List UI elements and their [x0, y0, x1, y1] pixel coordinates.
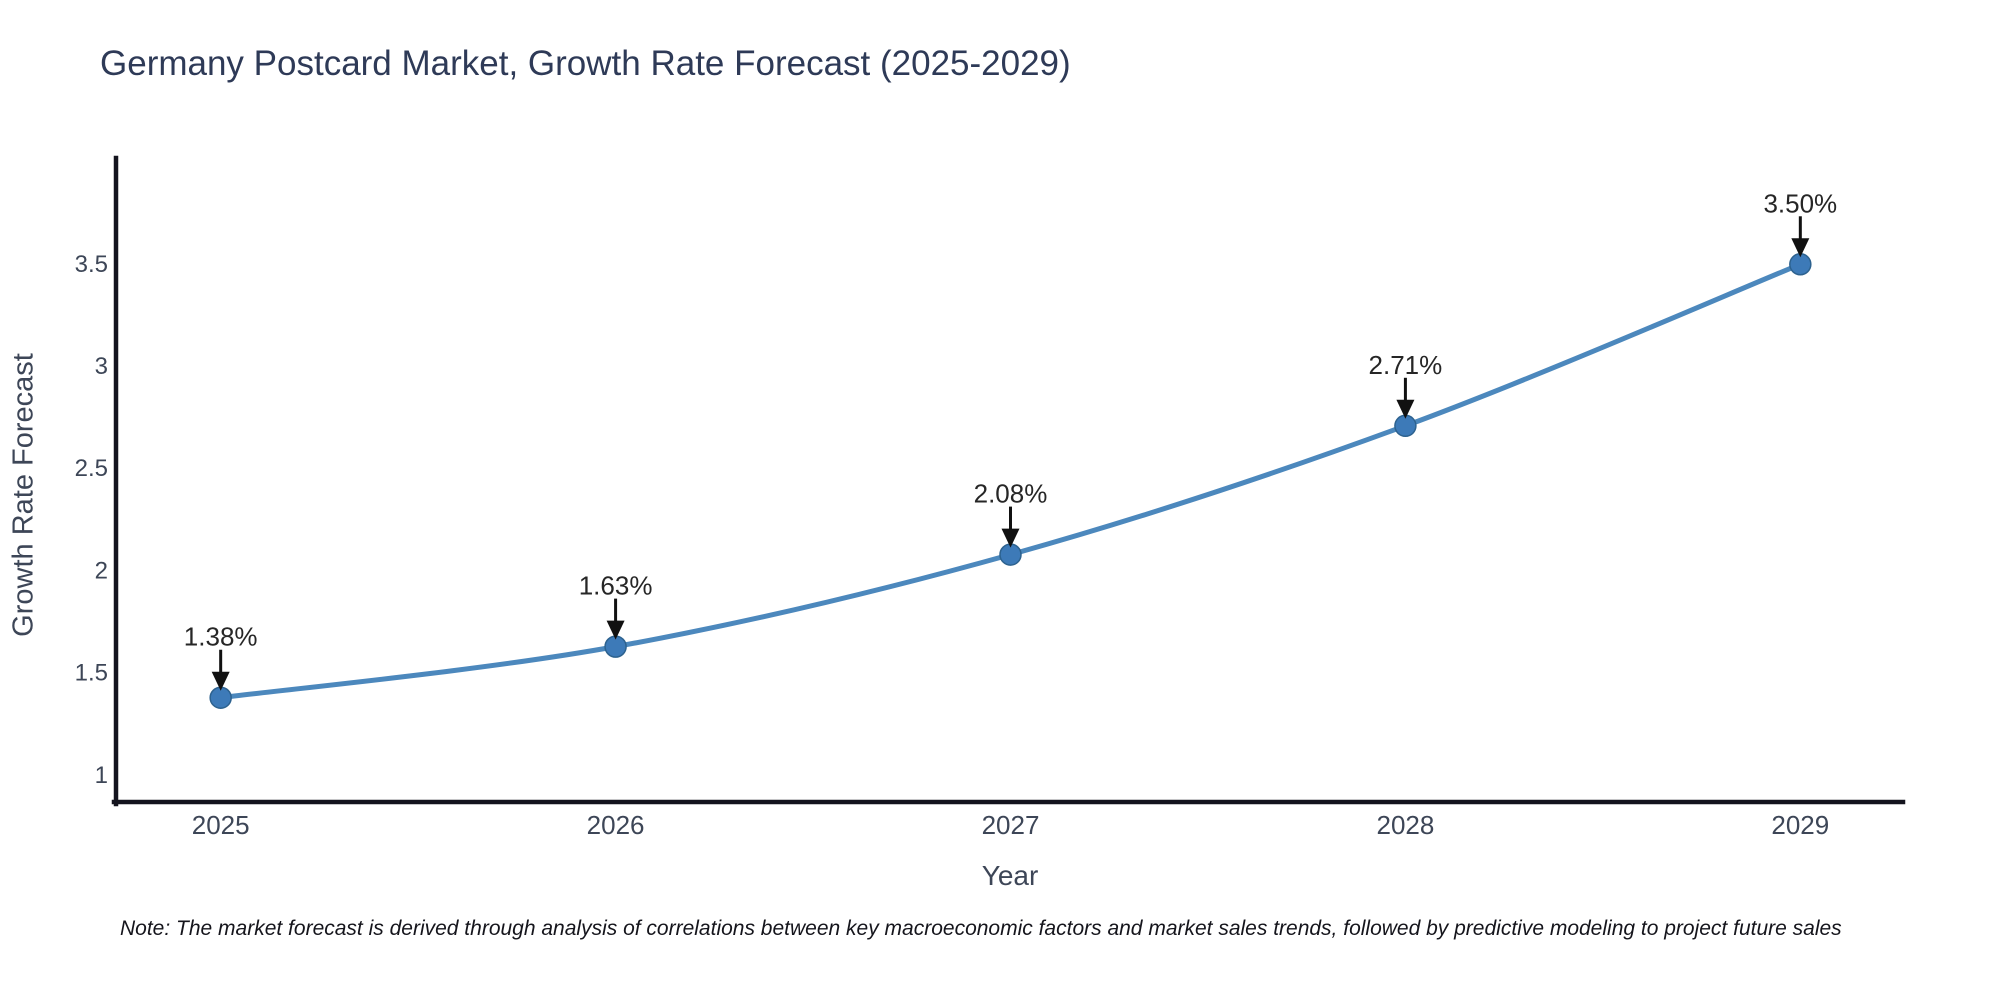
annotation-arrow-head	[1791, 238, 1810, 258]
x-axis-title: Year	[981, 860, 1039, 891]
footnote-text: Note: The market forecast is derived thr…	[120, 917, 1842, 940]
y-tick-label: 1.5	[75, 660, 108, 687]
annotation-label: 3.50%	[1763, 188, 1837, 218]
y-tick-label: 2.5	[75, 455, 108, 482]
y-tick-label: 3.5	[75, 251, 108, 278]
annotation-label: 1.63%	[579, 571, 653, 601]
x-tick-label: 2025	[192, 810, 250, 840]
annotation-label: 2.71%	[1369, 350, 1443, 380]
y-axis-title: Growth Rate Forecast	[7, 353, 40, 637]
x-tick-label: 2026	[587, 810, 645, 840]
y-tick-label: 3	[95, 353, 108, 380]
chart-title: Germany Postcard Market, Growth Rate For…	[100, 44, 1071, 83]
x-tick-label: 2027	[982, 810, 1040, 840]
annotation-label: 2.08%	[974, 479, 1048, 509]
annotation-arrow-head	[211, 671, 230, 691]
x-tick-label: 2028	[1376, 810, 1434, 840]
annotation-label: 1.38%	[184, 622, 258, 652]
annotation-arrow-head	[606, 620, 625, 640]
annotation-arrow-head	[1001, 528, 1020, 548]
annotation-arrow-head	[1396, 399, 1415, 419]
y-tick-label: 1	[95, 762, 108, 789]
y-tick-label: 2	[95, 557, 108, 584]
x-tick-label: 2029	[1771, 810, 1829, 840]
